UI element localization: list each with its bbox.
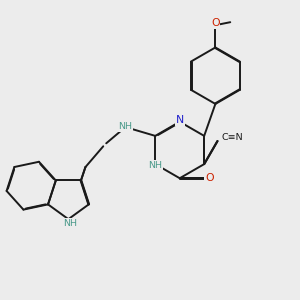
Text: NH: NH <box>63 219 77 228</box>
Text: C≡N: C≡N <box>222 134 243 142</box>
Text: O: O <box>211 18 220 28</box>
Text: NH: NH <box>148 161 162 170</box>
Text: NH: NH <box>118 122 133 131</box>
Text: O: O <box>205 173 214 183</box>
Text: N: N <box>176 115 184 125</box>
